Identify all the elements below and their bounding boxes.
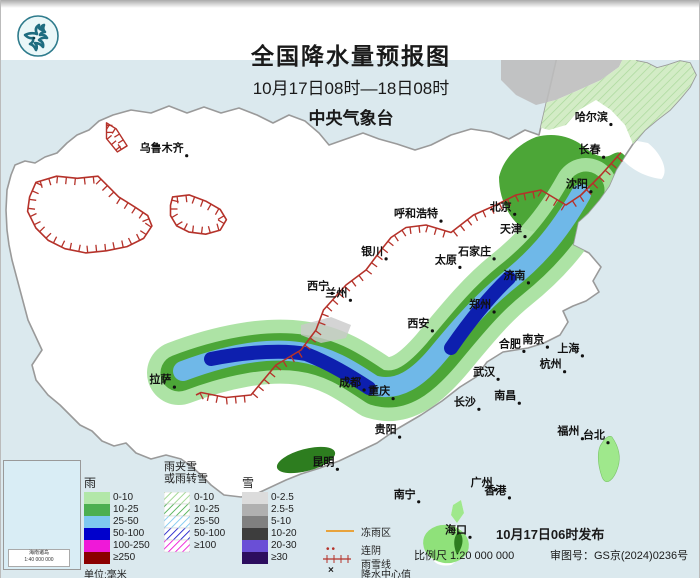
svg-text:天津: 天津 (500, 222, 522, 236)
svg-text:呼和浩特: 呼和浩特 (394, 206, 438, 220)
svg-text:重庆: 重庆 (368, 384, 390, 398)
svg-text:杭州: 杭州 (540, 357, 562, 371)
svg-text:济南: 济南 (503, 268, 525, 282)
svg-text:拉萨: 拉萨 (149, 372, 171, 386)
svg-text:台北: 台北 (583, 428, 605, 442)
svg-text:长春: 长春 (579, 142, 602, 156)
svg-text:西安: 西安 (407, 316, 429, 330)
svg-text:太原: 太原 (434, 252, 457, 266)
svg-text:石家庄: 石家庄 (457, 244, 491, 258)
svg-text:兰州: 兰州 (325, 285, 347, 299)
svg-text:合肥: 合肥 (499, 336, 521, 350)
svg-text:乌鲁木齐: 乌鲁木齐 (140, 141, 185, 155)
svg-text:南京: 南京 (522, 332, 544, 346)
svg-text:北京: 北京 (490, 199, 512, 213)
svg-text:武汉: 武汉 (473, 364, 496, 378)
svg-text:银川: 银川 (361, 244, 383, 258)
svg-text:成都: 成都 (339, 375, 361, 389)
svg-text:上海: 上海 (557, 341, 579, 355)
svg-text:沈阳: 沈阳 (566, 177, 588, 191)
svg-text:南昌: 南昌 (494, 388, 516, 402)
svg-text:郑州: 郑州 (469, 297, 491, 311)
svg-text:福州: 福州 (556, 424, 579, 438)
svg-text:长沙: 长沙 (454, 394, 476, 408)
svg-text:贵阳: 贵阳 (375, 422, 397, 436)
